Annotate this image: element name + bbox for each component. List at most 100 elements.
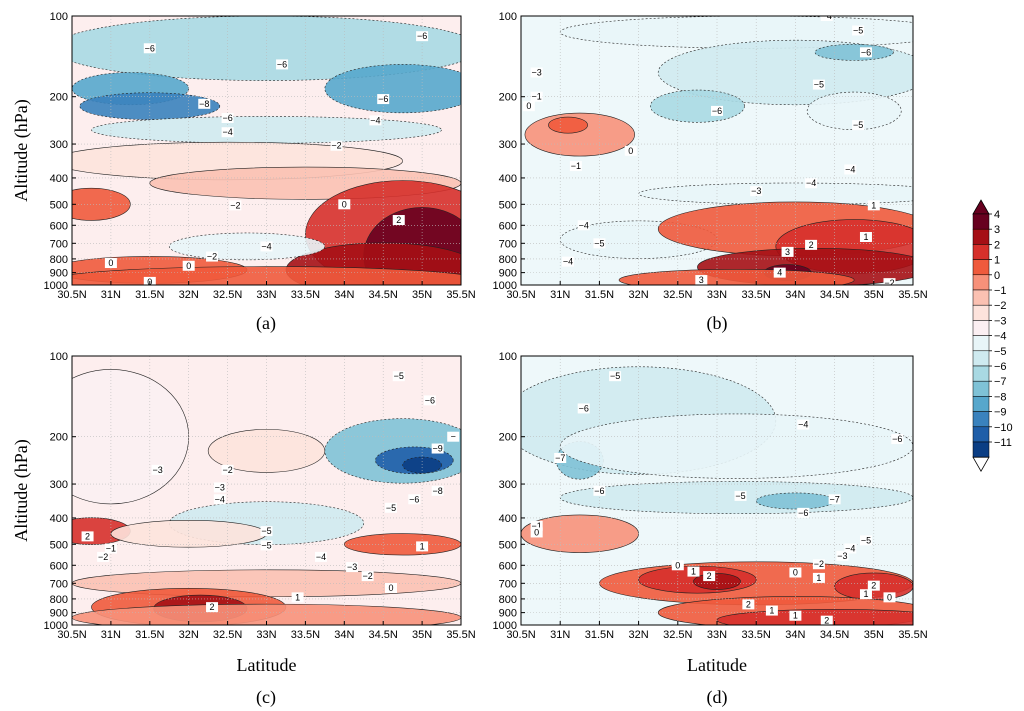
y-tick-label: 800 (50, 254, 68, 266)
colorbar-cell (972, 304, 990, 321)
x-tick-label: 31N (101, 289, 121, 301)
contour-label-bg (703, 571, 716, 582)
contour-label-bg (377, 94, 390, 105)
y-tick-label: 1000 (493, 620, 517, 632)
y-tick-label: 500 (50, 539, 68, 551)
contour-label: 1 (691, 567, 696, 577)
contour-label: 0 (526, 101, 531, 111)
contour-label-bg (554, 453, 567, 464)
contour-label: −2 (884, 278, 894, 288)
contour-label: −1 (532, 521, 542, 531)
contour-label: 1 (769, 606, 774, 616)
contour-label: −5 (394, 371, 404, 381)
contour-label-bg (143, 43, 156, 54)
colorbar-cell (972, 320, 990, 336)
contour-label: −6 (417, 31, 427, 41)
contour-label-bg (789, 610, 802, 621)
x-tick-label: 33N (256, 289, 276, 301)
y-tick-label: 400 (499, 173, 517, 185)
contour-label-bg (260, 241, 273, 252)
contour-region (559, 16, 913, 49)
contour-label-bg (423, 395, 436, 406)
contour-label: −6 (861, 47, 871, 57)
x-tick-label: 34.5N (369, 629, 398, 641)
contour-label: 0 (388, 583, 393, 593)
y-tick-label: 600 (499, 560, 517, 572)
contour-label-bg (805, 178, 818, 189)
contour-label: −4 (845, 543, 855, 553)
contour-label-bg (852, 120, 865, 131)
contour-label-bg (812, 559, 825, 570)
contour-label-bg (416, 31, 429, 42)
x-tick-label: 33.5N (742, 289, 771, 301)
contour-label: −2 (222, 465, 232, 475)
contour-label: −6 (712, 106, 722, 116)
y-tick-label: 600 (50, 220, 68, 232)
y-tick-label: 400 (50, 173, 68, 185)
colorbar-tick-label: −10 (994, 422, 1013, 434)
contour-label: 1 (816, 573, 821, 583)
colorbar-tick-label: −4 (994, 331, 1007, 343)
contour-label-bg (624, 145, 637, 156)
colorbar-tick-label: −5 (994, 346, 1007, 358)
y-tick-label: 300 (50, 139, 68, 151)
contour-label: 2 (396, 215, 401, 225)
contour-label: −3 (215, 482, 225, 492)
contour-label-bg (384, 582, 397, 593)
x-tick-label: 35.5N (898, 629, 927, 641)
x-tick-label: 30.5N (57, 289, 86, 301)
contour-label-bg (276, 59, 289, 70)
colorbar-top-arrow (972, 199, 990, 215)
colorbar-cell (972, 259, 990, 276)
contour-label: −1 (532, 92, 542, 102)
contour-label: −1 (571, 161, 581, 171)
contour-label: −6 (145, 43, 155, 53)
contour-label-bg (734, 490, 747, 501)
panel-c: −5−6−−9−3 −2−3−4−8−6−5−5−52−1−2 −4−3−20112… (11, 351, 476, 708)
y-tick-label: 1000 (44, 280, 68, 292)
contour-label-bg (97, 551, 110, 562)
contour-label-bg (577, 220, 590, 231)
colorbar-cell (972, 274, 990, 291)
contour-label-bg (530, 527, 543, 538)
contour-label: 4 (777, 268, 782, 278)
y-tick-label: 700 (50, 578, 68, 590)
y-tick-label: 200 (50, 92, 68, 104)
contour-label-bg (384, 502, 397, 513)
colorbar: 4 3 2 1 0 −1 −2 −3 −4 −5 −6 −7 −8 −9 −10 −11 (972, 199, 1013, 473)
x-tick-label: 35N (412, 289, 432, 301)
contour-label-bg (530, 67, 543, 78)
contour-label: −2 (207, 252, 217, 262)
y-tick-label: 200 (499, 432, 517, 444)
contour-label-bg (151, 464, 164, 475)
contour-label: −5 (853, 120, 863, 130)
contour-label-bg (562, 256, 575, 267)
colorbar-tick-label: 1 (994, 255, 1000, 267)
x-tick-label: 34.5N (820, 289, 849, 301)
panel-a: −6 −6 −6 −8 −6 −6 −4 −4 −2 −2 0 2 −4 −2 0 0 0 30.5N 31N 31.… (11, 11, 476, 334)
contour-label: 2 (824, 616, 829, 626)
colorbar-tick-label: −11 (994, 437, 1012, 449)
panel-label: (c) (256, 687, 276, 708)
contour-label-bg (213, 482, 226, 493)
contour-label-bg (789, 567, 802, 578)
y-tick-label: 300 (50, 479, 68, 491)
contour-label-bg (812, 572, 825, 583)
contour-label: −5 (386, 503, 396, 513)
contour-label-bg (805, 239, 818, 250)
colorbar-cell (972, 396, 990, 412)
contour-label: 1 (793, 611, 798, 621)
contour-label-bg (392, 371, 405, 382)
contour-region (402, 456, 442, 474)
contour-label: 0 (793, 567, 798, 577)
contour-label: −7 (829, 494, 839, 504)
contour-label-bg (530, 91, 543, 102)
contour-label-bg (812, 79, 825, 90)
x-tick-label: 32N (179, 289, 199, 301)
contour-label-bg (671, 560, 684, 571)
contour-label-bg (797, 419, 810, 430)
colorbar-tick-label: 3 (994, 224, 1000, 236)
y-tick-label: 300 (499, 479, 517, 491)
